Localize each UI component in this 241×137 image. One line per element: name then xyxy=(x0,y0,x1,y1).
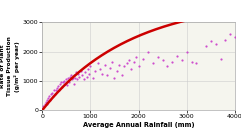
Point xyxy=(223,39,227,41)
Point xyxy=(43,103,47,105)
Point xyxy=(59,81,63,84)
Point xyxy=(132,61,136,63)
Point xyxy=(52,89,56,91)
Point xyxy=(204,45,208,47)
Point xyxy=(47,95,51,97)
Point xyxy=(44,101,47,103)
Point xyxy=(61,81,65,84)
Point xyxy=(41,105,45,107)
Point xyxy=(156,56,160,59)
Point xyxy=(70,78,74,81)
Point xyxy=(170,61,174,63)
Point xyxy=(86,68,90,70)
Point xyxy=(96,62,100,64)
Point xyxy=(180,59,184,62)
Point xyxy=(57,89,61,91)
Point xyxy=(51,95,55,97)
Point xyxy=(125,62,128,64)
Point xyxy=(93,70,97,72)
Point xyxy=(194,62,198,64)
Point xyxy=(47,97,50,99)
Point xyxy=(67,80,71,83)
Point xyxy=(88,65,92,67)
Point xyxy=(62,80,66,82)
Point xyxy=(82,78,86,81)
Point xyxy=(127,59,131,62)
Point xyxy=(83,71,87,73)
Point xyxy=(74,71,78,73)
Point xyxy=(105,74,109,76)
Point xyxy=(87,72,91,75)
Point xyxy=(175,55,179,57)
Point xyxy=(72,83,75,85)
Point xyxy=(115,70,119,72)
Point xyxy=(108,67,112,69)
Point xyxy=(65,84,69,86)
Point xyxy=(209,40,213,42)
Point xyxy=(68,75,72,78)
Point xyxy=(50,92,54,94)
Point xyxy=(53,93,57,95)
Point xyxy=(103,64,107,66)
Point xyxy=(98,68,102,70)
Point xyxy=(228,33,232,35)
Point xyxy=(71,77,74,79)
Point xyxy=(137,65,141,67)
Point xyxy=(63,83,67,85)
Point xyxy=(46,103,49,105)
Point xyxy=(100,72,104,75)
Y-axis label: Rate of Plant
Tissue Production
(g/m² per year): Rate of Plant Tissue Production (g/m² pe… xyxy=(0,36,20,96)
Point xyxy=(233,36,237,38)
Point xyxy=(58,83,62,86)
Point xyxy=(161,59,165,62)
Point xyxy=(219,58,222,60)
Point xyxy=(77,75,81,78)
Point xyxy=(134,56,138,59)
Point xyxy=(110,61,114,63)
Point xyxy=(166,65,169,67)
Text: The Effect of Rainfall on Plant Productivity: The Effect of Rainfall on Plant Producti… xyxy=(19,6,222,15)
Point xyxy=(214,43,218,45)
Point xyxy=(117,64,121,66)
X-axis label: Average Annual Rainfall (mm): Average Annual Rainfall (mm) xyxy=(83,122,194,128)
Point xyxy=(55,87,59,89)
Point xyxy=(185,51,189,53)
Point xyxy=(66,77,70,79)
Point xyxy=(69,74,73,76)
Point xyxy=(146,51,150,53)
Point xyxy=(80,74,84,76)
Point xyxy=(113,77,116,79)
Point xyxy=(79,70,83,72)
Point xyxy=(141,58,145,60)
Point xyxy=(151,62,155,64)
Point xyxy=(54,89,58,91)
Point xyxy=(56,85,60,87)
Point xyxy=(49,93,53,95)
Point xyxy=(48,99,52,101)
Point xyxy=(85,75,88,78)
Point xyxy=(122,65,126,67)
Point xyxy=(75,78,79,81)
Point xyxy=(45,99,48,101)
Point xyxy=(190,61,194,63)
Point xyxy=(120,74,124,76)
Point xyxy=(76,72,80,75)
Point xyxy=(73,74,76,76)
Point xyxy=(74,77,77,79)
Point xyxy=(91,77,95,79)
Point xyxy=(64,78,68,81)
Point xyxy=(129,68,133,70)
Point xyxy=(60,86,64,88)
